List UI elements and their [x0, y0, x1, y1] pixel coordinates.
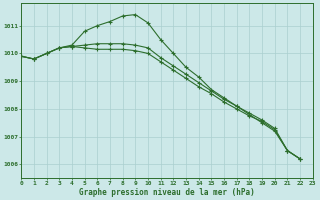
X-axis label: Graphe pression niveau de la mer (hPa): Graphe pression niveau de la mer (hPa)	[79, 188, 255, 197]
